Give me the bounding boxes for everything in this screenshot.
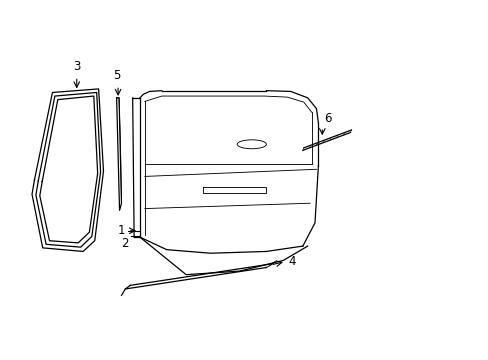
Text: 1: 1	[117, 224, 124, 237]
Text: 5: 5	[113, 69, 121, 82]
Text: 4: 4	[287, 255, 295, 268]
Text: 6: 6	[323, 112, 330, 125]
Text: 3: 3	[73, 60, 81, 73]
Text: 2: 2	[121, 237, 128, 250]
